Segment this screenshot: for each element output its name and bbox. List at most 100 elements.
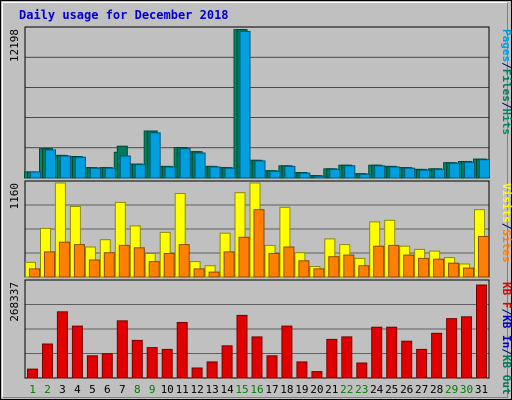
y-max-label-top: 12198	[8, 29, 21, 62]
bar-sites-day-15	[238, 236, 250, 278]
bar-pages-day-18	[284, 165, 296, 179]
bar-pages-day-10	[164, 166, 176, 179]
right-label-part: Sites	[500, 229, 512, 262]
bar-sites-day-10	[163, 253, 175, 278]
bar-kbytes-day-31	[476, 284, 487, 379]
bar-kbytes-day-20	[311, 371, 323, 379]
bar-kbytes-day-16	[251, 336, 263, 379]
bar-kbytes-day-4	[71, 325, 83, 379]
bar-sites-day-17	[268, 253, 280, 278]
bar-pages-day-13	[209, 166, 221, 179]
bar-pages-day-1	[30, 171, 41, 179]
bar-pages-day-3	[59, 155, 71, 179]
x-tick-label-day-16: 16	[250, 383, 263, 396]
bar-pages-day-16	[254, 160, 266, 179]
bar-kbytes-day-27	[416, 348, 428, 379]
bar-pages-day-20	[314, 175, 326, 179]
x-tick-label-day-15: 15	[235, 383, 248, 396]
bar-sites-day-26	[403, 254, 415, 278]
x-tick-label-day-18: 18	[280, 383, 293, 396]
right-label-part: Visits	[500, 183, 512, 223]
x-tick-label-day-30: 30	[460, 383, 473, 396]
bar-sites-day-7	[118, 244, 130, 278]
bar-sites-day-18	[283, 246, 295, 278]
bar-kbytes-day-26	[401, 340, 413, 379]
x-tick-label-day-10: 10	[161, 383, 174, 396]
bar-sites-day-28	[433, 258, 445, 278]
bar-kbytes-day-30	[461, 316, 472, 379]
x-tick-label-day-20: 20	[310, 383, 323, 396]
bar-sites-day-16	[253, 209, 265, 278]
bar-kbytes-day-25	[386, 326, 398, 379]
bar-sites-day-24	[373, 245, 385, 278]
bar-sites-day-19	[298, 260, 310, 278]
bar-sites-day-14	[223, 251, 235, 278]
x-tick-label-day-23: 23	[355, 383, 368, 396]
bar-sites-day-13	[208, 271, 220, 278]
x-tick-label-day-29: 29	[445, 383, 458, 396]
right-label-part: KB F	[500, 282, 512, 309]
bar-sites-day-4	[73, 244, 85, 278]
bar-pages-day-14	[224, 167, 236, 179]
bar-sites-day-2	[44, 251, 55, 278]
right-label-part: Hits	[500, 109, 512, 136]
x-tick-label-day-2: 2	[44, 383, 51, 396]
bar-kbytes-day-15	[236, 314, 248, 379]
bar-kbytes-day-7	[116, 320, 128, 379]
bar-kbytes-day-17	[266, 355, 278, 379]
bar-kbytes-day-13	[206, 361, 218, 379]
bar-kbytes-day-1	[27, 368, 38, 379]
bar-sites-day-31	[478, 236, 489, 278]
bar-kbytes-day-12	[191, 367, 203, 379]
bar-sites-day-12	[193, 268, 205, 278]
right-label-part: KB Out	[500, 355, 512, 395]
x-tick-label-day-19: 19	[295, 383, 308, 396]
bar-pages-day-8	[134, 164, 146, 179]
bar-kbytes-day-9	[146, 347, 158, 379]
x-tick-label-day-6: 6	[104, 383, 111, 396]
bar-pages-day-5	[89, 167, 101, 179]
x-tick-label-day-25: 25	[385, 383, 398, 396]
bar-sites-day-27	[418, 257, 430, 278]
bar-pages-day-28	[434, 168, 446, 179]
right-label-part: /	[500, 102, 512, 109]
bar-sites-day-5	[88, 259, 100, 278]
right-label-part: /	[500, 62, 512, 69]
bar-pages-day-29	[449, 162, 461, 179]
bar-sites-day-8	[133, 247, 145, 278]
bar-sites-day-20	[313, 268, 325, 278]
bar-sites-day-6	[103, 252, 115, 278]
chart-title: Daily usage for December 2018	[19, 8, 229, 22]
x-axis-labels: 1 2 3 4 5 6 7 8 9 10 11 12 13 14 15 16 17 18 19 20 21 22 23 24 2…	[29, 383, 488, 396]
bar-pages-day-24	[374, 165, 386, 179]
bar-pages-day-30	[464, 161, 475, 179]
x-tick-label-day-31: 31	[475, 383, 488, 396]
bar-pages-day-23	[359, 173, 371, 179]
bar-pages-day-7	[119, 155, 131, 179]
panel-middle: 1160 Visits/Sites	[8, 180, 512, 278]
bar-kbytes-day-19	[296, 361, 308, 379]
right-label-bottom: KB F/KB In/KB Out	[500, 282, 512, 395]
y-max-label-middle: 1160	[8, 183, 21, 210]
bar-sites-day-9	[148, 261, 160, 278]
x-tick-label-day-13: 13	[205, 383, 218, 396]
bar-kbytes-day-3	[56, 311, 68, 379]
right-label-part: /	[500, 309, 512, 316]
x-tick-label-day-28: 28	[430, 383, 443, 396]
x-tick-label-day-26: 26	[400, 383, 413, 396]
x-tick-label-day-9: 9	[149, 383, 156, 396]
bar-pages-day-19	[299, 172, 311, 179]
panel-bottom: 268337 KB F/KB In/KB Out	[8, 279, 512, 395]
x-tick-label-day-3: 3	[59, 383, 66, 396]
bar-sites-day-21	[328, 256, 340, 278]
bar-sites-day-23	[358, 265, 370, 278]
x-tick-label-day-7: 7	[119, 383, 126, 396]
bar-pages-day-21	[329, 168, 341, 179]
right-label-part: /	[500, 348, 512, 355]
bar-kbytes-day-5	[86, 355, 98, 379]
bar-kbytes-day-22	[341, 336, 353, 379]
x-tick-label-day-4: 4	[74, 383, 81, 396]
plot-area-top	[24, 26, 490, 179]
bar-pages-day-6	[104, 167, 116, 179]
